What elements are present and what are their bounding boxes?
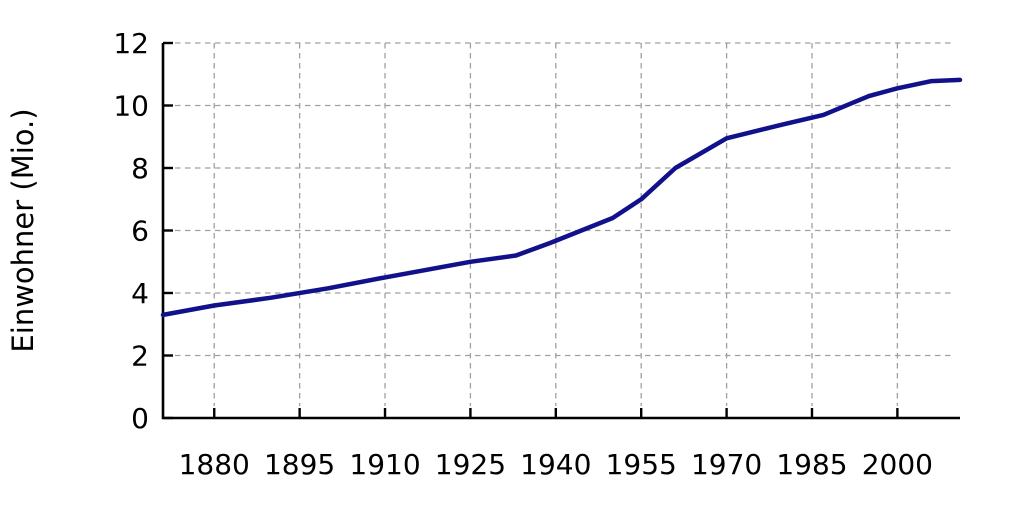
x-tick-label: 1895 [264, 448, 335, 481]
tick-marks [163, 41, 899, 420]
y-tick-label: 6 [131, 215, 149, 248]
y-axis-title: Einwohner (Mio.) [6, 108, 40, 352]
y-tick-label: 10 [113, 90, 149, 123]
x-tick-label: 1955 [606, 448, 677, 481]
y-tick-label: 8 [131, 152, 149, 185]
y-tick-label: 2 [131, 340, 149, 373]
y-tick-label: 4 [131, 277, 149, 310]
y-tick-label: 0 [131, 402, 149, 435]
y-tick-label: 12 [113, 27, 149, 60]
population-line [160, 77, 963, 318]
x-tick-label: 1940 [520, 448, 591, 481]
x-tick-label: 1970 [691, 448, 762, 481]
x-tick-label: 1910 [349, 448, 420, 481]
x-tick-label: 1925 [435, 448, 506, 481]
x-tick-label: 1880 [179, 448, 250, 481]
x-tick-label: 2000 [862, 448, 933, 481]
x-tick-label: 1985 [776, 448, 847, 481]
